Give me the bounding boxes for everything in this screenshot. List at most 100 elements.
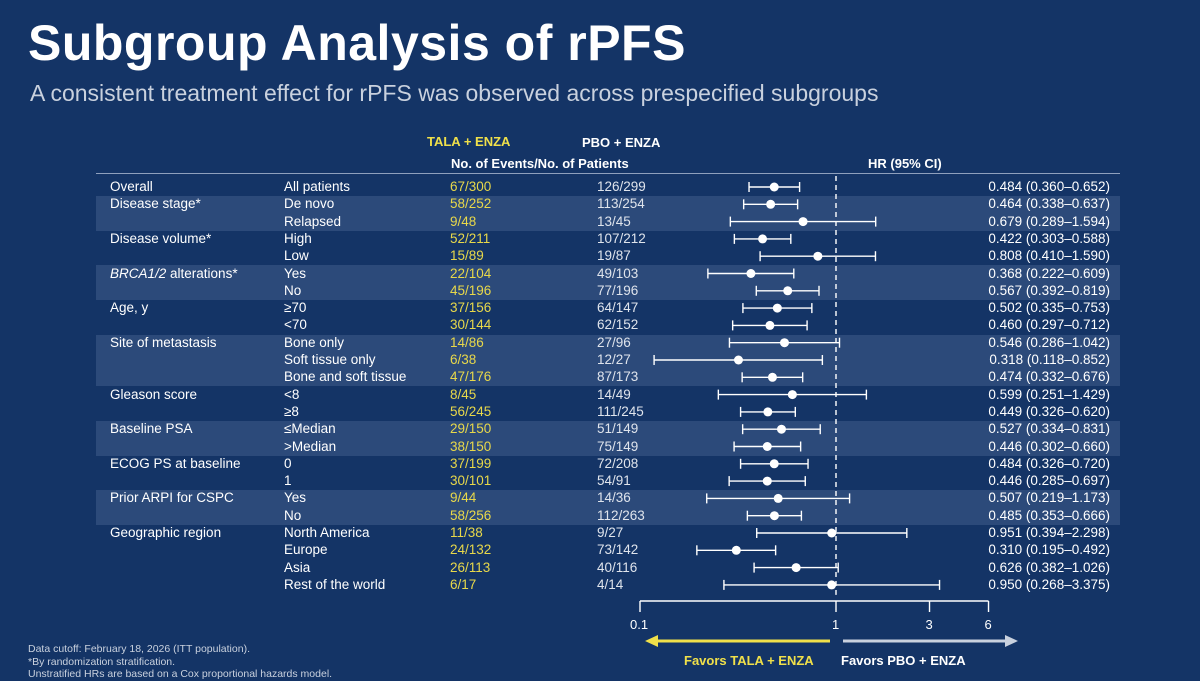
hr-point xyxy=(733,355,743,365)
pbo-events: 14/36 xyxy=(597,490,631,506)
page-title: Subgroup Analysis of rPFS xyxy=(28,15,686,71)
category-label: High xyxy=(284,230,312,246)
favors-pbo-label: Favors PBO + ENZA xyxy=(841,653,966,668)
pbo-events: 73/142 xyxy=(597,542,639,558)
pbo-events: 107/212 xyxy=(597,230,646,246)
hr-value: 0.502 (0.335–0.753) xyxy=(988,300,1110,316)
hr-value: 0.951 (0.394–2.298) xyxy=(988,525,1110,540)
pbo-events: 126/299 xyxy=(597,179,646,194)
category-label: Low xyxy=(284,248,309,264)
tala-events: 9/48 xyxy=(450,213,477,229)
hr-value: 0.449 (0.326–0.620) xyxy=(988,403,1110,419)
category-label: All patients xyxy=(284,179,351,194)
category-label: Bone and soft tissue xyxy=(284,369,407,385)
pbo-events: 14/49 xyxy=(597,386,631,402)
hr-point xyxy=(763,407,773,417)
hr-point xyxy=(772,303,782,313)
subgroup-label: Site of metastasis xyxy=(110,334,217,350)
hr-point xyxy=(762,442,772,451)
tala-events: 26/113 xyxy=(450,559,491,575)
pbo-events: 113/254 xyxy=(597,196,645,212)
subgroup-label: Overall xyxy=(110,179,153,194)
hr-point xyxy=(762,476,772,486)
hr-value: 0.485 (0.353–0.666) xyxy=(988,507,1110,523)
hr-ci-header: HR (95% CI) xyxy=(868,156,942,171)
header-divider xyxy=(96,173,1120,174)
hr-point xyxy=(787,390,797,400)
hr-point xyxy=(758,234,768,244)
tala-events: 9/44 xyxy=(450,490,477,506)
tala-events: 30/101 xyxy=(450,473,492,489)
footnote: *By randomization stratification. xyxy=(28,655,176,668)
hr-value: 0.527 (0.334–0.831) xyxy=(988,421,1110,437)
tala-events: 22/104 xyxy=(450,265,492,281)
category-label: No xyxy=(284,282,302,298)
hr-value: 0.310 (0.195–0.492) xyxy=(988,542,1110,558)
category-label: 0 xyxy=(284,455,292,471)
hr-point xyxy=(769,511,779,521)
subgroup-label: Geographic region xyxy=(110,525,222,540)
hr-value: 0.474 (0.332–0.676) xyxy=(988,369,1110,385)
category-label: 1 xyxy=(284,473,292,489)
x-tick-label: 6 xyxy=(984,617,992,632)
hr-value: 0.318 (0.118–0.852) xyxy=(989,352,1110,367)
tala-events: 6/17 xyxy=(450,576,477,592)
pbo-events: 9/27 xyxy=(597,525,624,540)
category-label: <70 xyxy=(284,317,307,333)
tala-events: 67/300 xyxy=(450,179,492,194)
pbo-events: 40/116 xyxy=(597,559,638,575)
tala-events: 6/38 xyxy=(450,352,477,367)
row-band xyxy=(96,265,1120,300)
tala-events: 8/45 xyxy=(450,386,477,402)
pbo-events: 72/208 xyxy=(597,455,639,471)
hr-point xyxy=(813,251,823,261)
hr-value: 0.446 (0.302–0.660) xyxy=(988,438,1110,454)
favors-pbo-arrowhead xyxy=(1005,635,1018,647)
pbo-events: 51/149 xyxy=(597,421,639,437)
hr-point xyxy=(827,528,837,538)
tala-events: 47/176 xyxy=(450,369,492,385)
hr-value: 0.484 (0.360–0.652) xyxy=(988,179,1110,194)
tala-events: 15/89 xyxy=(450,248,484,264)
category-label: Soft tissue only xyxy=(284,352,376,367)
subgroup-label: Disease stage* xyxy=(110,196,201,212)
category-label: ≥70 xyxy=(284,300,307,316)
footnote: Unstratified HRs are based on a Cox prop… xyxy=(28,668,333,680)
footnote: Data cutoff: February 18, 2026 (ITT popu… xyxy=(28,643,250,655)
pbo-events: 77/196 xyxy=(597,282,639,298)
subgroup-label: Gleason score xyxy=(110,386,198,402)
tala-events: 56/245 xyxy=(450,403,492,419)
pbo-events: 4/14 xyxy=(597,576,624,592)
category-label: >Median xyxy=(284,438,337,454)
x-tick-label: 0.1 xyxy=(630,617,649,632)
hr-point xyxy=(767,372,777,382)
row-band xyxy=(96,196,1120,231)
subgroup-label-rest: alterations* xyxy=(166,265,238,281)
x-tick-label: 1 xyxy=(832,617,840,632)
hr-point xyxy=(769,182,779,192)
hr-value: 0.460 (0.297–0.712) xyxy=(988,317,1110,333)
favors-tala-label: Favors TALA + ENZA xyxy=(684,653,814,668)
tala-events: 58/252 xyxy=(450,196,492,212)
hr-point xyxy=(773,493,783,503)
category-label: Bone only xyxy=(284,334,345,350)
tala-events: 52/211 xyxy=(450,230,491,246)
tala-events: 24/132 xyxy=(450,542,492,558)
hr-value: 0.507 (0.219–1.173) xyxy=(988,490,1110,506)
events-patients-header: No. of Events/No. of Patients xyxy=(451,156,629,171)
hr-value: 0.422 (0.303–0.588) xyxy=(988,230,1110,246)
hr-point xyxy=(769,459,779,469)
hr-point xyxy=(776,424,786,434)
x-tick-label: 3 xyxy=(925,617,933,632)
category-label: Yes xyxy=(284,265,307,281)
subgroup-label: Baseline PSA xyxy=(110,421,193,437)
category-label: Asia xyxy=(284,559,311,575)
tala-events: 30/144 xyxy=(450,317,492,333)
pbo-events: 87/173 xyxy=(597,369,639,385)
tala-events: 37/156 xyxy=(450,300,492,316)
category-label: Yes xyxy=(284,490,307,506)
page-subtitle: A consistent treatment effect for rPFS w… xyxy=(30,80,879,106)
pbo-events: 75/149 xyxy=(597,438,639,454)
